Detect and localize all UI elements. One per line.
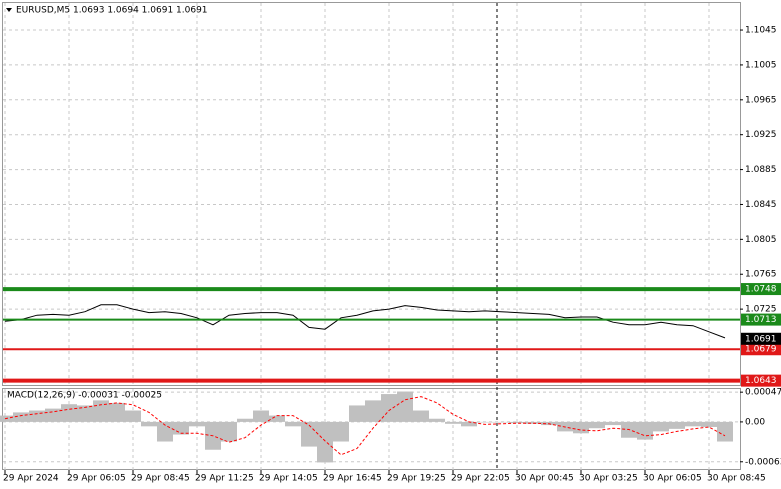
level-label: 1.0713 — [745, 315, 777, 325]
symbol-menu-icon — [6, 8, 12, 12]
macd-bar — [397, 391, 413, 422]
macd-bar — [173, 421, 189, 435]
y-tick-label: 1.0845 — [745, 200, 777, 210]
macd-bar — [589, 421, 605, 429]
y-tick-label: 1.1005 — [745, 60, 777, 70]
x-tick-label: 29 Apr 19:25 — [387, 474, 446, 484]
macd-bar — [605, 421, 621, 426]
macd-bar — [125, 410, 141, 422]
y-tick-label: 1.0925 — [745, 130, 777, 140]
y-tick-label: 0.00047 — [745, 388, 781, 398]
macd-bar — [525, 421, 541, 424]
y-tick-label: 1.0885 — [745, 165, 777, 175]
macd-bar — [333, 421, 349, 442]
macd-bar — [637, 421, 653, 440]
macd-bar — [717, 421, 733, 442]
macd-frame — [2, 388, 741, 470]
macd-bar — [461, 421, 477, 427]
macd-bar — [509, 421, 525, 424]
macd-bar — [29, 410, 45, 422]
macd-bar — [701, 421, 717, 427]
macd-bar — [189, 421, 205, 427]
price-title: EURUSD,M5 1.0693 1.0694 1.0691 1.0691 — [16, 6, 208, 16]
macd-bar — [653, 421, 669, 432]
price-frame — [2, 2, 741, 386]
macd-bar — [141, 421, 157, 427]
x-tick-label: 29 Apr 06:05 — [67, 474, 126, 484]
macd-bar — [237, 418, 253, 422]
x-tick-label: 29 Apr 16:45 — [323, 474, 382, 484]
y-tick-label: 1.0725 — [745, 305, 777, 315]
x-tick-label: 30 Apr 08:45 — [707, 474, 766, 484]
macd-bar — [253, 410, 269, 422]
macd-bar — [381, 394, 397, 422]
y-tick-label: 0.00 — [745, 417, 765, 427]
level-label: 1.0679 — [745, 345, 777, 355]
y-tick-label: 1.1045 — [745, 26, 777, 36]
macd-bar — [493, 421, 509, 423]
x-tick-label: 29 Apr 14:05 — [259, 474, 318, 484]
macd-bar — [301, 421, 317, 447]
x-tick-label: 29 Apr 22:05 — [451, 474, 510, 484]
x-tick-label: 30 Apr 03:25 — [579, 474, 638, 484]
level-label-box — [741, 313, 781, 326]
level-label-box — [741, 283, 781, 296]
macd-bar — [349, 405, 365, 422]
macd-bar — [61, 404, 77, 422]
y-tick-label: -0.00063 — [745, 457, 781, 467]
x-tick-label: 29 Apr 08:45 — [131, 474, 190, 484]
level-label-box — [741, 343, 781, 356]
y-tick-label: 1.0765 — [745, 270, 777, 280]
macd-title: MACD(12,26,9) -0.00031 -0.00025 — [7, 391, 162, 401]
last-price-label: 1.0691 — [745, 334, 777, 344]
y-tick-label: 1.0965 — [745, 95, 777, 105]
x-tick-label: 29 Apr 2024 — [3, 474, 59, 484]
x-tick-label: 29 Apr 11:25 — [195, 474, 254, 484]
macd-bar — [477, 421, 493, 423]
grid — [3, 3, 740, 470]
macd-bar — [221, 421, 237, 442]
macd-bar — [317, 421, 333, 463]
level-label: 1.0643 — [745, 376, 777, 386]
macd-bar — [685, 421, 701, 427]
last-price-box — [741, 332, 781, 345]
y-tick-label: 1.0805 — [745, 235, 777, 245]
signal-line — [4, 396, 726, 456]
macd-bar — [413, 410, 429, 422]
level-label: 1.0748 — [745, 285, 777, 295]
macd-bar — [573, 421, 589, 434]
macd-bar — [285, 421, 301, 427]
macd-bar — [45, 408, 61, 422]
macd-bar — [13, 412, 29, 422]
macd-bar — [93, 400, 109, 422]
macd-bar — [109, 402, 125, 422]
macd-bar — [269, 415, 285, 422]
macd-bar — [429, 418, 445, 422]
macd-bar — [669, 421, 685, 429]
macd-bar — [365, 400, 381, 422]
x-tick-label: 30 Apr 00:45 — [515, 474, 574, 484]
x-tick-label: 30 Apr 06:05 — [643, 474, 702, 484]
macd-bar — [445, 421, 461, 424]
macd-bar — [77, 405, 93, 422]
level-label-box — [741, 374, 781, 387]
